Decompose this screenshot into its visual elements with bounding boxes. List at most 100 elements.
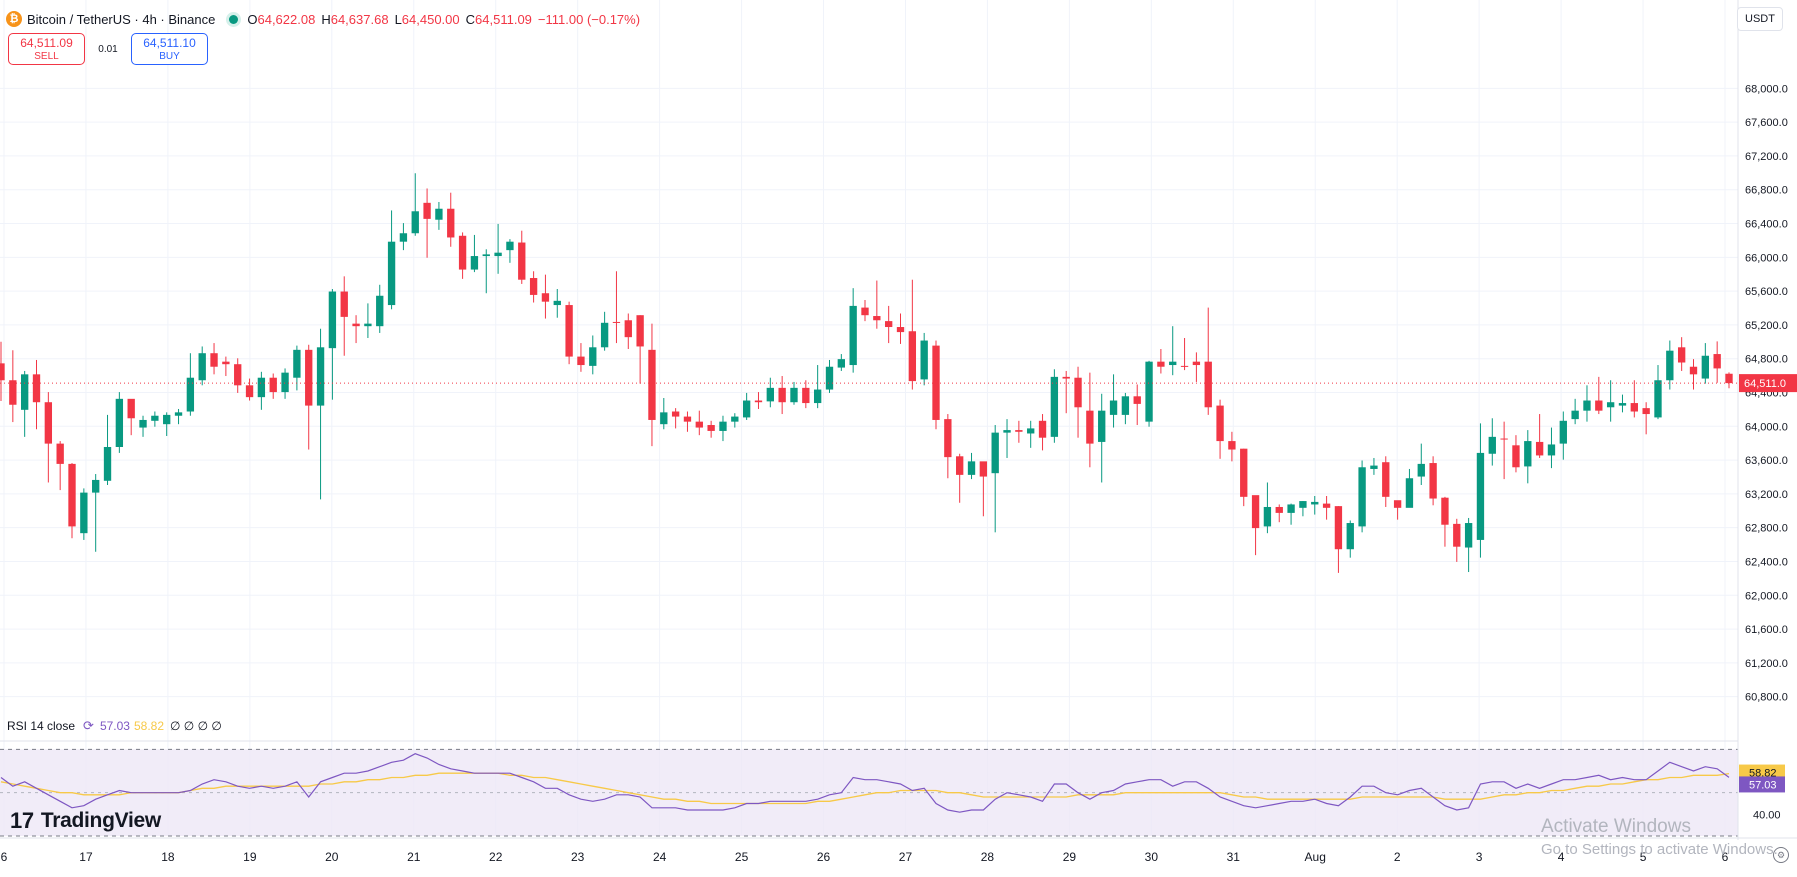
price-tick-label: 64,800.0	[1745, 354, 1788, 366]
candle	[790, 381, 798, 405]
price-tick-label: 66,800.0	[1745, 185, 1788, 197]
candle	[837, 354, 845, 371]
candle	[1228, 431, 1236, 462]
candle	[589, 335, 597, 375]
candle	[1382, 456, 1390, 507]
last-price-label: 64,511.0	[1744, 378, 1786, 390]
candle-body	[991, 432, 999, 474]
candle-body	[423, 202, 431, 219]
candle-body	[328, 291, 337, 349]
candle-body	[222, 361, 230, 365]
candle	[1689, 359, 1698, 390]
candle	[1121, 392, 1130, 425]
candle-body	[257, 377, 266, 398]
candle-body	[1547, 444, 1556, 456]
buy-button[interactable]: 64,511.10 BUY	[131, 33, 208, 65]
candle-body	[1074, 377, 1082, 408]
candle	[387, 210, 396, 310]
candle	[1133, 384, 1141, 426]
candle-body	[695, 421, 703, 428]
ohlc-low-key: L	[394, 11, 402, 27]
candle	[1346, 520, 1354, 558]
candle-body	[1713, 354, 1721, 369]
candle-body	[376, 295, 384, 327]
candle-body	[56, 443, 64, 464]
candle	[435, 201, 443, 230]
price-axis[interactable]: 68,000.0 67,600.0 67,200.0 66,800.0 66,400.0…	[1737, 0, 1797, 840]
candle	[32, 359, 41, 430]
price-tick-label: 62,800.0	[1745, 523, 1788, 535]
time-axis[interactable]: 6 17 18 19 20 21 22 23 24 25 26 27 28 29 30 31 Aug 2 3 4 5 6	[0, 837, 1797, 864]
candle-body	[1263, 506, 1272, 527]
ohlc-close-value: 64,511.09	[475, 11, 532, 27]
candle-body	[139, 419, 147, 428]
ohlc-high-key: H	[321, 11, 331, 27]
candle-body	[1583, 400, 1591, 411]
candle	[1038, 414, 1047, 451]
candle-body	[1382, 462, 1390, 497]
candle-body	[1689, 366, 1698, 375]
symbol-header: ₿ Bitcoin / TetherUS · 4h · Binance O 64,…	[6, 9, 646, 29]
symbol-title[interactable]: Bitcoin / TetherUS · 4h · Binance	[27, 11, 216, 27]
candle-body	[245, 385, 254, 398]
tradingview-logo[interactable]: 17 TradingView	[10, 808, 161, 834]
time-tick-label: 19	[243, 850, 257, 864]
candle-body	[849, 305, 857, 366]
candle-body	[754, 400, 763, 403]
candle-body	[1192, 361, 1201, 366]
candle	[896, 313, 905, 344]
candle-body	[44, 402, 53, 444]
time-tick-label: 21	[407, 850, 421, 864]
candle	[1488, 418, 1496, 466]
price-tick-label: 65,600.0	[1745, 286, 1788, 298]
candle-body	[1346, 523, 1354, 550]
price-tick-label: 62,000.0	[1745, 590, 1788, 602]
candle-body	[494, 252, 502, 257]
candle-body	[1299, 501, 1307, 508]
candle-body	[364, 323, 372, 327]
candle	[908, 279, 917, 390]
candle-body	[9, 380, 17, 405]
candle	[115, 392, 124, 453]
candle	[1713, 341, 1721, 383]
candle-body	[778, 387, 786, 403]
candle	[1145, 360, 1153, 427]
rsi-title[interactable]: RSI 14 close	[7, 719, 76, 733]
candle	[719, 415, 727, 442]
candle-body	[269, 377, 277, 393]
candle-body	[340, 291, 348, 317]
candle-body	[719, 421, 727, 431]
candle-body	[1240, 448, 1248, 497]
rsi-legend-ma: 58.82	[133, 719, 165, 733]
candle	[778, 376, 786, 415]
candle-body	[151, 415, 159, 421]
price-tick-label: 68,000.0	[1745, 83, 1788, 95]
candle-body	[873, 316, 881, 321]
axis-settings-icon[interactable]: ⚙	[1773, 847, 1789, 863]
sell-button[interactable]: 64,511.09 SELL	[8, 33, 85, 65]
candle-body	[1654, 380, 1662, 418]
refresh-icon[interactable]: ⟳	[83, 718, 94, 733]
candle-body	[411, 211, 419, 234]
candle-body	[541, 293, 550, 302]
candle	[1429, 456, 1437, 506]
currency-button[interactable]: USDT	[1737, 7, 1783, 31]
candle-body	[1417, 463, 1425, 477]
candle-body	[1677, 347, 1686, 363]
candle-body	[825, 366, 834, 390]
price-tick-label: 67,200.0	[1745, 151, 1788, 163]
candle	[577, 343, 585, 372]
candle-body	[1098, 410, 1106, 442]
candle	[364, 303, 372, 339]
bitcoin-icon: ₿	[6, 11, 22, 27]
candle-body	[234, 364, 242, 386]
candle-body	[1169, 361, 1177, 366]
candle-body	[518, 242, 526, 280]
price-tick-label: 67,600.0	[1745, 117, 1788, 129]
candle-body	[198, 353, 206, 381]
candle	[186, 353, 195, 416]
candle-body	[1370, 465, 1378, 469]
price-change: −111.00 (−0.17%)	[537, 11, 641, 27]
candle	[944, 414, 952, 479]
